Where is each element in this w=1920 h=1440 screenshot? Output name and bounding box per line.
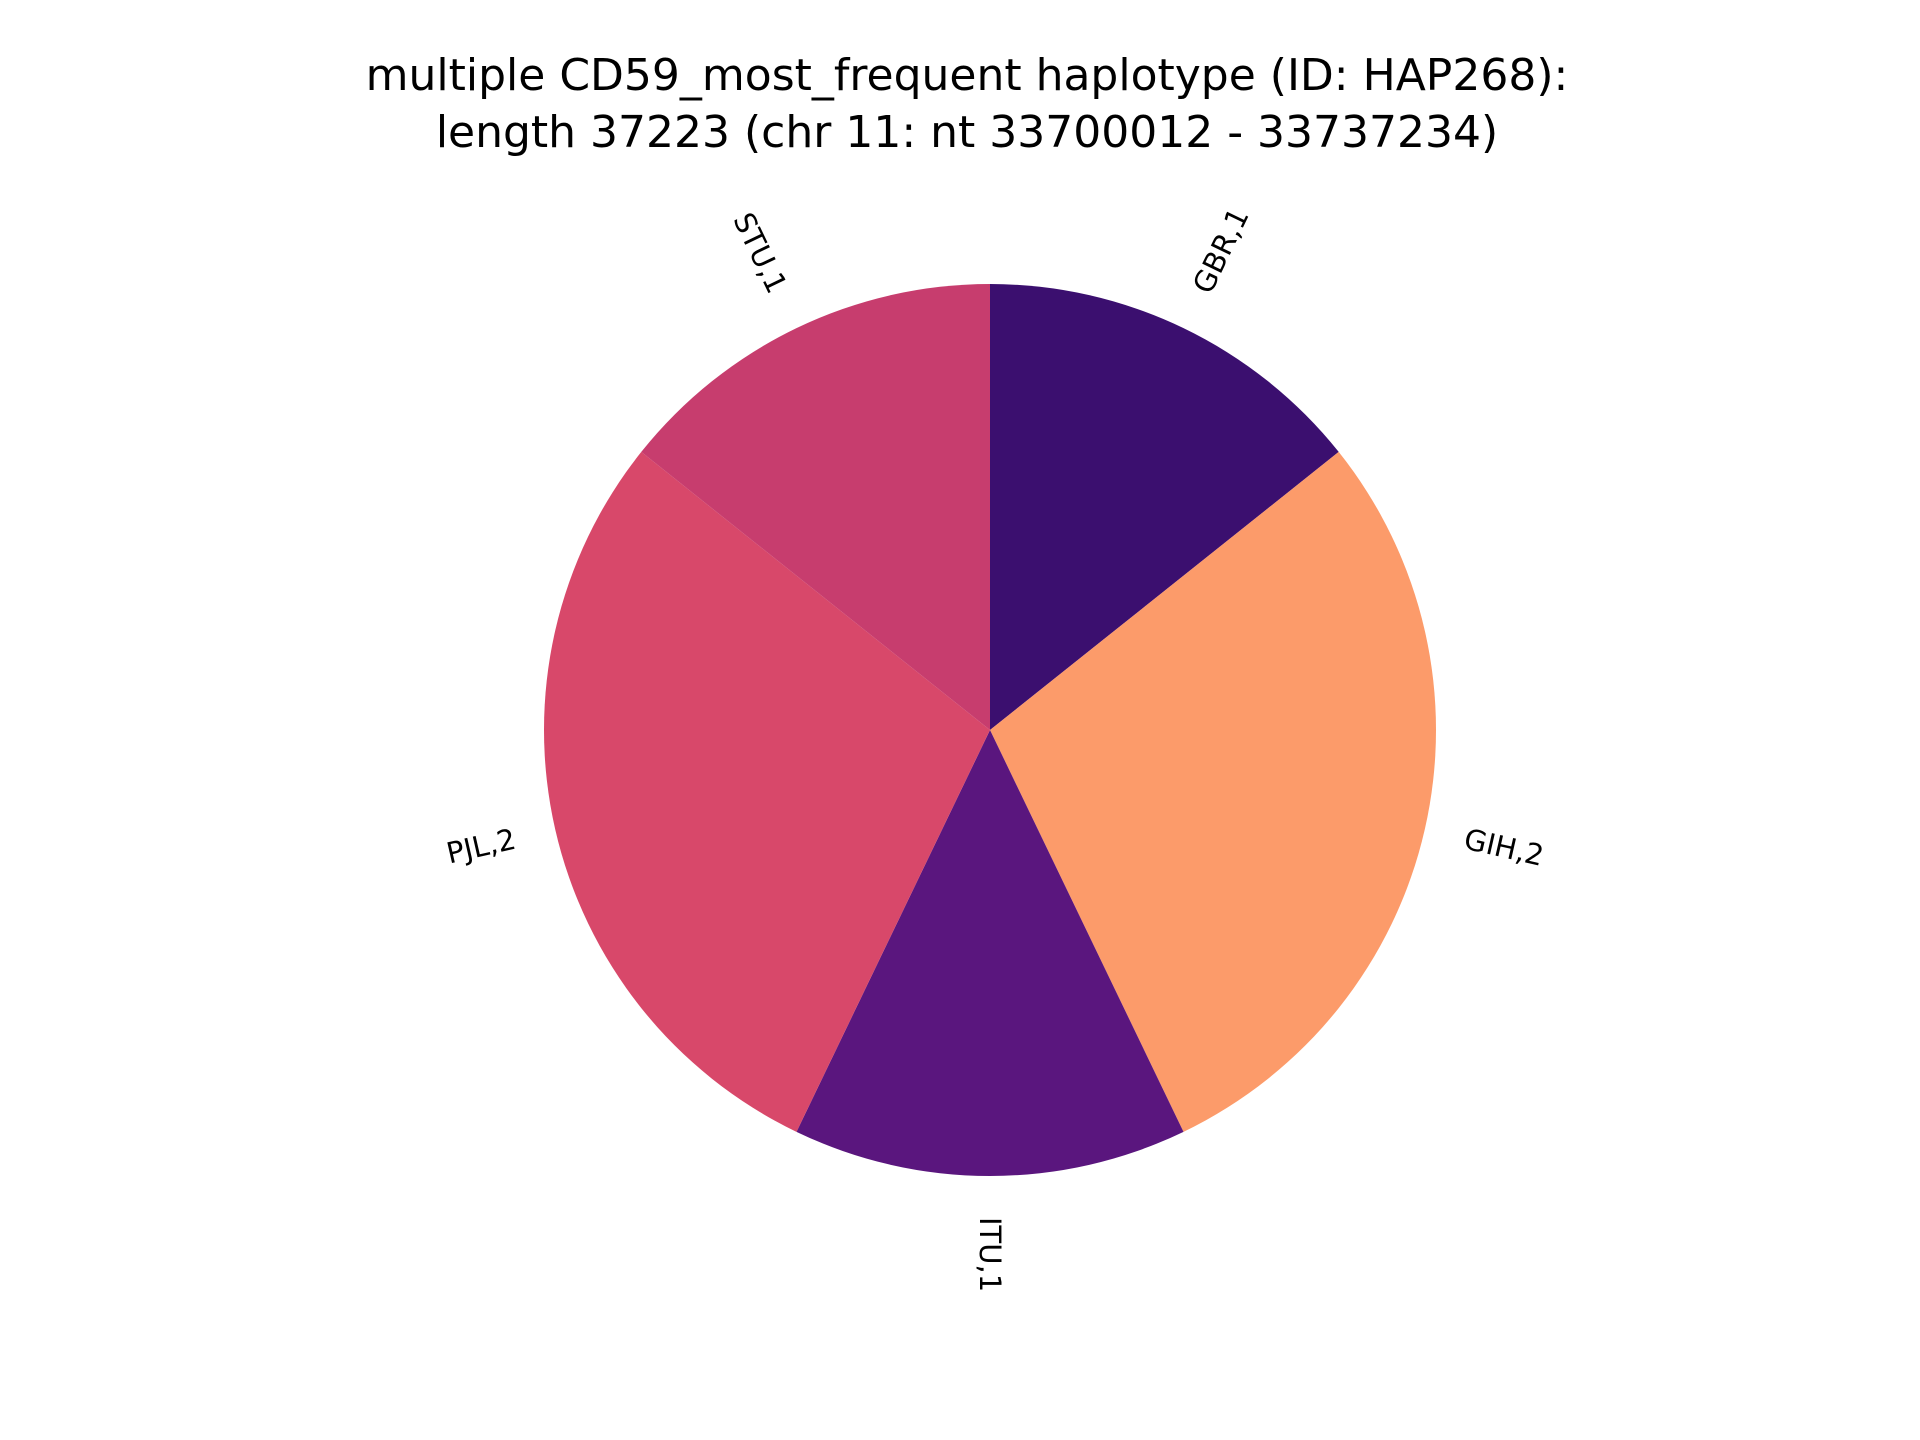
pie-slice-pjl (543, 451, 990, 1132)
pie-label-pjl: PJL,2 (443, 822, 519, 871)
pie-slice-gih (990, 451, 1437, 1132)
pie-slice-itu (796, 730, 1184, 1176)
pie-label-stu: STU,1 (726, 207, 794, 298)
pie-slice-gbr (990, 284, 1339, 730)
pie-label-itu: ITU,1 (973, 1217, 1007, 1292)
pie-slice-stu (641, 284, 990, 730)
chart-title-line-2: length 37223 (chr 11: nt 33700012 - 3373… (436, 107, 1498, 158)
chart-title-line-1: multiple CD59_most_frequent haplotype (I… (366, 50, 1569, 101)
chart-title: multiple CD59_most_frequent haplotype (I… (366, 50, 1569, 158)
pie-slices (543, 284, 1437, 1176)
pie-label-gih: GIH,2 (1461, 822, 1547, 873)
pie-label-gbr: GBR,1 (1186, 203, 1256, 299)
